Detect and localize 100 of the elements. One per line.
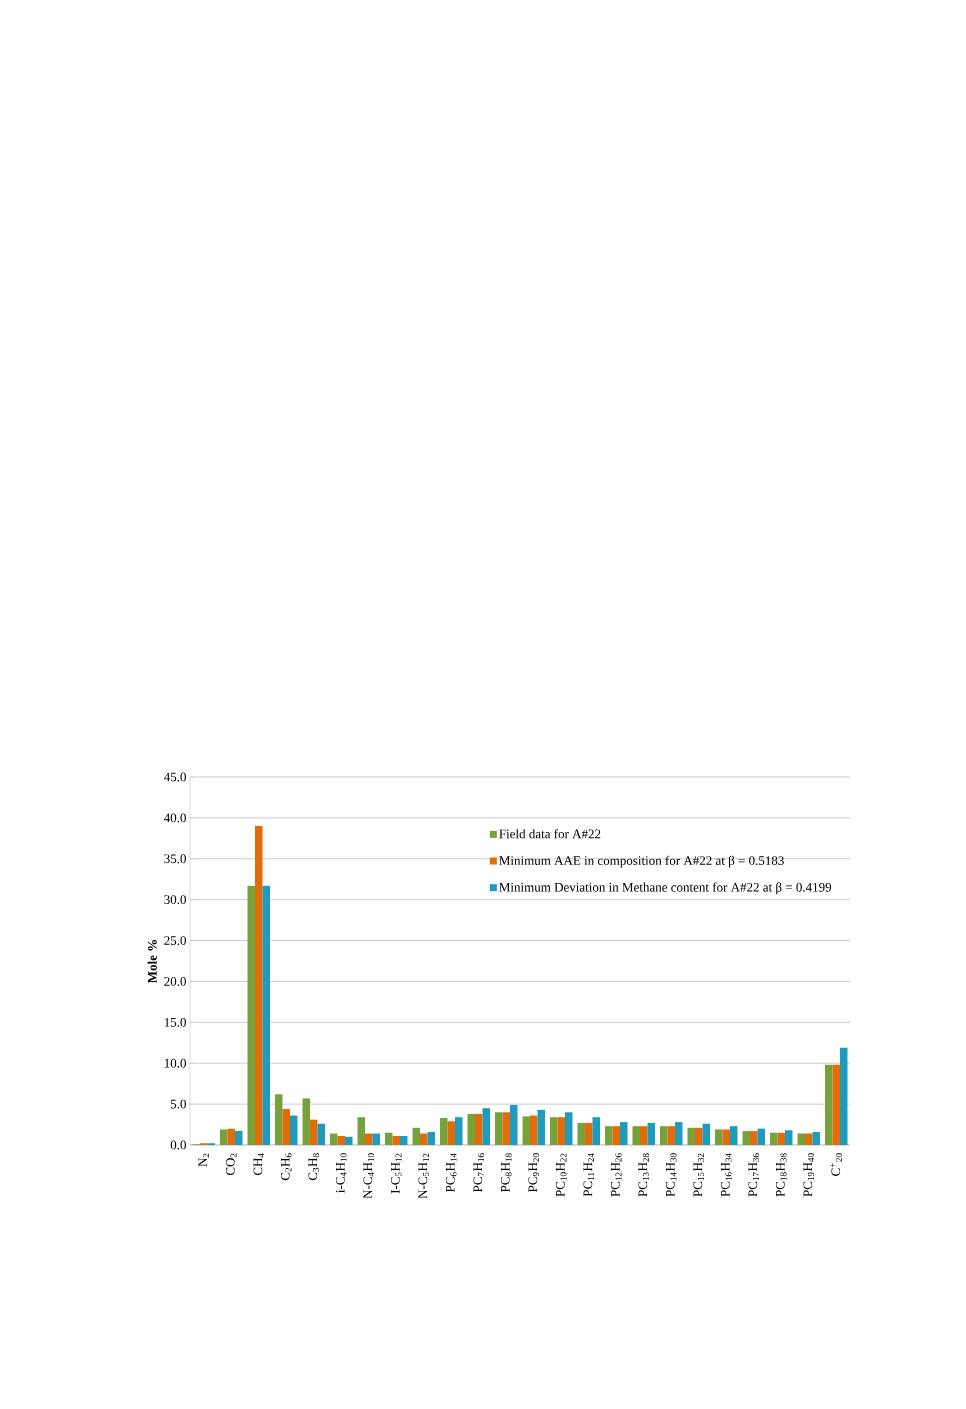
bar [502,1112,510,1145]
x-tick-label: PC$_{14}$H$_{30}$ [665,1153,677,1197]
bar [495,1112,503,1145]
bar [785,1130,793,1145]
bar [440,1118,448,1145]
bar [770,1132,778,1145]
bar [812,1131,820,1145]
bar [310,1119,318,1145]
bar [605,1126,613,1145]
bar [632,1126,640,1145]
bar [447,1121,455,1145]
bar [577,1122,585,1145]
bar [262,885,270,1145]
y-tick-label: 40.0 [163,813,186,823]
bar [400,1136,408,1145]
bar [247,885,255,1145]
bar [385,1132,393,1145]
bar [702,1123,710,1145]
bar [550,1117,558,1145]
y-tick-label: 25.0 [164,936,186,945]
x-tick-label: C$^{+}$20 [830,1153,842,1176]
bar [455,1117,463,1145]
bar [612,1126,620,1145]
bar [715,1129,723,1145]
bar [687,1127,695,1145]
bar [695,1127,703,1145]
y-axis-title: Mole % [147,940,157,983]
bar [482,1108,490,1145]
bar [317,1123,325,1145]
x-tick-label: PC$_{9}$H$_{20}$ [528,1153,540,1193]
bar [675,1122,683,1145]
bar [475,1113,483,1145]
bar [337,1136,345,1145]
legend-label: Field data for A#22 [499,829,601,839]
bar [840,1047,848,1145]
x-tick-label: C$_{2}$H$_{6}$ [280,1153,292,1181]
bar [557,1117,565,1145]
x-tick-label: CO$_{2}$ [226,1153,237,1176]
bar [255,826,263,1145]
bar [805,1133,813,1145]
x-tick-label: CH$_{4}$ [253,1153,264,1176]
bar [742,1131,750,1145]
y-tick-label: 35.0 [164,854,186,864]
x-tick-label: N-C$_{4}$H$_{10}$ [363,1153,375,1199]
bar [227,1128,235,1145]
x-tick-label: I-C$_{5}$H$_{12}$ [390,1153,402,1194]
bar [282,1109,290,1145]
bar [660,1126,668,1145]
x-tick-label: PC$_{10}$H$_{22}$ [555,1153,567,1197]
x-tick-label: PC$_{13}$H$_{28}$ [638,1153,650,1197]
bar [640,1126,648,1145]
bar [330,1133,338,1145]
y-tick-label: 10.0 [164,1058,186,1068]
bar [757,1128,765,1145]
bar [592,1117,600,1145]
bar [365,1133,373,1145]
bar [275,1094,283,1145]
bar [750,1131,758,1145]
legend-label: Minimum Deviation in Methane content for A#22 at β = 0.4199 [499,882,832,895]
bar [797,1133,805,1145]
bar [530,1115,538,1145]
x-tick-label: N-C$_{5}$H$_{12}$ [418,1153,430,1199]
bar [722,1129,730,1145]
y-tick-label: 0.0 [170,1140,186,1150]
bar [585,1122,593,1145]
bar [647,1122,655,1145]
bar [565,1112,573,1145]
bar [467,1113,475,1145]
bar [730,1126,738,1145]
x-tick-label: PC$_{17}$H$_{36}$ [748,1153,760,1197]
y-tick-label: 20.0 [164,977,186,986]
bar [345,1136,353,1145]
x-tick-label: PC$_{19}$H$_{40}$ [803,1153,815,1197]
bar [235,1131,243,1145]
bar [372,1133,380,1145]
x-tick-label: PC$_{8}$H$_{18}$ [500,1153,512,1193]
x-tick-label: PC$_{7}$H$_{16}$ [473,1153,485,1193]
bar [427,1131,435,1145]
y-tick-label: 45.0 [163,772,186,782]
bar [510,1104,518,1145]
x-tick-label: PC$_{16}$H$_{34}$ [720,1153,732,1197]
legend-label: Minimum AAE in composition for A#22 at β = 0.5183 [499,855,784,868]
bar [420,1133,428,1145]
bar [357,1117,365,1145]
x-tick-label: PC$_{11}$H$_{24}$ [583,1153,594,1197]
bar [392,1136,400,1145]
x-tick-label: PC$_{12}$H$_{26}$ [610,1153,622,1197]
x-tick-label: PC$_{6}$H$_{14}$ [445,1153,457,1193]
y-tick-label: 5.0 [170,1099,186,1109]
bar [667,1126,675,1145]
bar [832,1064,840,1145]
x-tick-label: N$_{2}$ [198,1153,209,1167]
x-tick-label: PC$_{15}$H$_{32}$ [693,1153,705,1197]
bar [537,1109,545,1145]
x-tick-label: C$_{3}$H$_{8}$ [308,1153,320,1181]
x-tick-label: PC$_{18}$H$_{38}$ [775,1153,787,1197]
bar [777,1132,785,1145]
y-tick-label: 15.0 [164,1017,186,1027]
bar [825,1064,833,1145]
bar [412,1127,420,1145]
